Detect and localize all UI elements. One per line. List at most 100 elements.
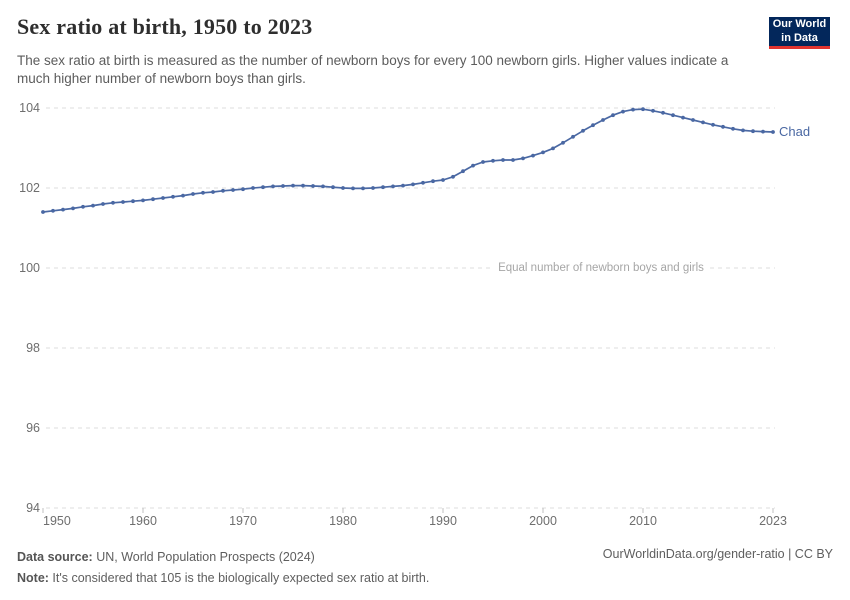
data-point-marker[interactable] bbox=[611, 113, 615, 118]
data-point-marker[interactable] bbox=[451, 174, 455, 179]
data-point-marker[interactable] bbox=[241, 187, 245, 192]
data-point-marker[interactable] bbox=[671, 113, 675, 118]
data-point-marker[interactable] bbox=[271, 184, 275, 189]
data-point-marker[interactable] bbox=[141, 198, 145, 203]
data-point-marker[interactable] bbox=[721, 124, 725, 129]
data-point-marker[interactable] bbox=[301, 183, 305, 188]
data-point-marker[interactable] bbox=[251, 186, 255, 190]
data-point-marker[interactable] bbox=[81, 204, 85, 209]
data-point-marker[interactable] bbox=[131, 199, 135, 204]
data-point-marker[interactable] bbox=[651, 108, 655, 113]
data-point-marker[interactable] bbox=[421, 180, 425, 185]
series-line[interactable] bbox=[42, 108, 774, 213]
data-point-marker[interactable] bbox=[571, 134, 575, 139]
y-tick-label: 102 bbox=[19, 181, 40, 195]
data-point-marker[interactable] bbox=[151, 197, 155, 202]
data-point-marker[interactable] bbox=[441, 178, 445, 182]
data-point-marker[interactable] bbox=[341, 186, 345, 190]
data-point-marker[interactable] bbox=[511, 158, 515, 162]
data-point-marker[interactable] bbox=[561, 140, 565, 145]
data-point-marker[interactable] bbox=[491, 158, 495, 163]
data-point-marker[interactable] bbox=[371, 186, 375, 190]
data-point-marker[interactable] bbox=[91, 203, 95, 208]
data-point-marker[interactable] bbox=[291, 183, 295, 188]
data-point-marker[interactable] bbox=[471, 163, 475, 168]
x-tick-label: 1990 bbox=[429, 514, 457, 528]
x-tick-label: 2023 bbox=[759, 514, 787, 528]
owid-logo-line2: in Data bbox=[781, 31, 818, 44]
data-point-marker[interactable] bbox=[181, 193, 185, 198]
data-point-marker[interactable] bbox=[461, 169, 465, 174]
equal-ratio-annotation: Equal number of newborn boys and girls bbox=[492, 260, 710, 276]
x-tick-label: 1960 bbox=[129, 514, 157, 528]
data-point-marker[interactable] bbox=[111, 200, 115, 205]
data-point-marker[interactable] bbox=[521, 156, 525, 161]
data-point-marker[interactable] bbox=[321, 184, 325, 189]
data-point-marker[interactable] bbox=[401, 183, 405, 188]
data-point-marker[interactable] bbox=[71, 206, 75, 211]
data-point-marker[interactable] bbox=[621, 109, 625, 114]
data-point-marker[interactable] bbox=[101, 202, 105, 206]
y-tick-label: 104 bbox=[19, 101, 40, 115]
data-point-marker[interactable] bbox=[231, 188, 235, 192]
data-point-marker[interactable] bbox=[51, 208, 55, 213]
data-point-marker[interactable] bbox=[531, 153, 535, 158]
data-point-marker[interactable] bbox=[121, 200, 125, 204]
data-point-marker[interactable] bbox=[631, 107, 635, 112]
data-point-marker[interactable] bbox=[741, 128, 745, 133]
x-tick-label: 1980 bbox=[329, 514, 357, 528]
page-title: Sex ratio at birth, 1950 to 2023 bbox=[17, 14, 313, 39]
data-point-marker[interactable] bbox=[221, 188, 225, 193]
data-point-marker[interactable] bbox=[681, 115, 685, 120]
y-tick-label: 94 bbox=[26, 501, 40, 515]
data-point-marker[interactable] bbox=[61, 207, 65, 212]
x-tick-label: 1950 bbox=[43, 514, 71, 528]
data-point-marker[interactable] bbox=[191, 192, 195, 196]
data-point-marker[interactable] bbox=[761, 129, 765, 134]
y-tick-label: 100 bbox=[19, 261, 40, 275]
owid-logo-line1: Our World bbox=[772, 18, 827, 31]
data-point-marker[interactable] bbox=[601, 118, 605, 122]
data-point-marker[interactable] bbox=[261, 185, 265, 190]
data-point-marker[interactable] bbox=[211, 190, 215, 194]
credit-link[interactable]: OurWorldinData.org/gender-ratio | CC BY bbox=[602, 547, 833, 561]
data-point-marker[interactable] bbox=[701, 120, 705, 125]
data-point-marker[interactable] bbox=[311, 184, 315, 188]
data-point-marker[interactable] bbox=[551, 146, 555, 151]
data-point-marker[interactable] bbox=[711, 122, 715, 127]
data-point-marker[interactable] bbox=[481, 160, 485, 164]
data-point-marker[interactable] bbox=[361, 186, 365, 191]
data-point-marker[interactable] bbox=[391, 184, 395, 189]
series-end-label[interactable]: Chad bbox=[779, 124, 811, 139]
data-point-marker[interactable] bbox=[41, 210, 45, 214]
data-point-marker[interactable] bbox=[281, 184, 285, 188]
data-point-marker[interactable] bbox=[351, 186, 355, 191]
data-point-marker[interactable] bbox=[771, 130, 775, 134]
note-value: It's considered that 105 is the biologic… bbox=[48, 571, 430, 585]
x-tick-label: 1970 bbox=[229, 514, 257, 528]
note-line: Note: It's considered that 105 is the bi… bbox=[17, 568, 429, 589]
data-point-marker[interactable] bbox=[171, 194, 175, 199]
data-point-marker[interactable] bbox=[331, 185, 335, 190]
data-point-marker[interactable] bbox=[431, 179, 435, 184]
data-point-marker[interactable] bbox=[691, 118, 695, 122]
data-point-marker[interactable] bbox=[731, 126, 735, 131]
data-point-marker[interactable] bbox=[501, 158, 505, 162]
data-point-marker[interactable] bbox=[411, 182, 415, 187]
data-point-marker[interactable] bbox=[201, 190, 205, 195]
data-point-marker[interactable] bbox=[591, 123, 595, 128]
data-point-marker[interactable] bbox=[641, 107, 645, 112]
data-source-value: UN, World Population Prospects (2024) bbox=[92, 550, 315, 564]
data-point-marker[interactable] bbox=[381, 185, 385, 190]
data-point-marker[interactable] bbox=[751, 129, 755, 134]
note-label: Note: bbox=[17, 571, 49, 585]
data-point-marker[interactable] bbox=[541, 150, 545, 155]
x-tick-label: 2000 bbox=[529, 514, 557, 528]
data-point-marker[interactable] bbox=[581, 128, 585, 133]
data-point-marker[interactable] bbox=[661, 110, 665, 115]
footer-left: Data source: UN, World Population Prospe… bbox=[17, 547, 429, 589]
data-point-marker[interactable] bbox=[161, 196, 165, 200]
owid-logo[interactable]: Our World in Data bbox=[769, 17, 830, 49]
